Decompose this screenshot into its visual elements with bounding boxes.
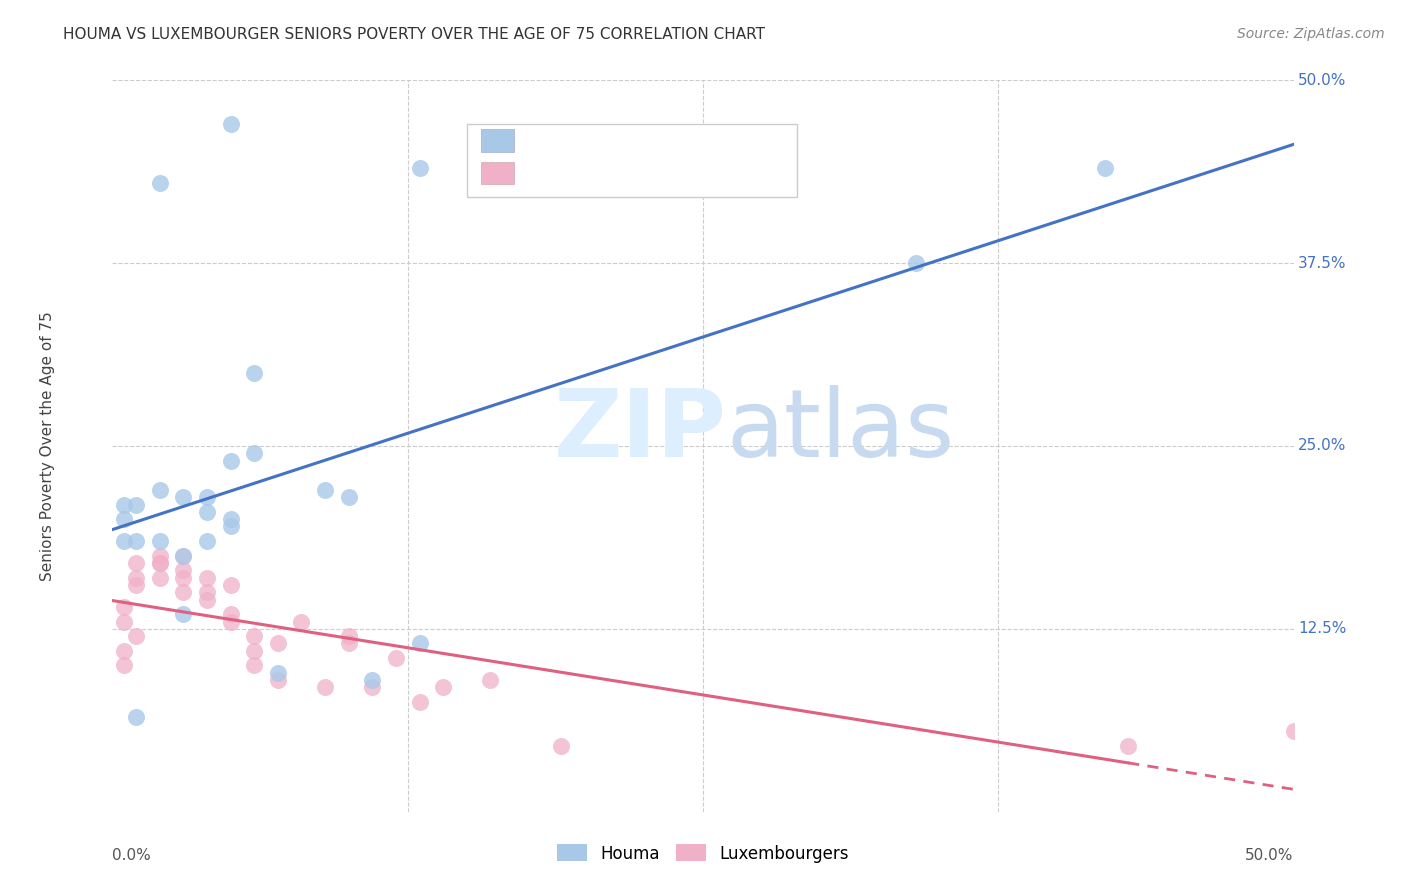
Point	[219, 607, 242, 622]
Text: R = -0.357   N = 39: R = -0.357 N = 39	[531, 162, 695, 181]
Point	[219, 512, 242, 526]
Point	[243, 366, 266, 380]
Point	[112, 512, 135, 526]
Point	[243, 658, 266, 673]
Point	[408, 636, 430, 650]
FancyBboxPatch shape	[481, 129, 515, 152]
Point	[361, 673, 384, 687]
Point	[125, 629, 148, 643]
Point	[112, 658, 135, 673]
Point	[172, 607, 194, 622]
Point	[172, 563, 194, 577]
Point	[112, 599, 135, 614]
Point	[337, 636, 360, 650]
Point	[125, 556, 148, 570]
Point	[219, 519, 242, 533]
Point	[408, 695, 430, 709]
Point	[550, 739, 572, 753]
Point	[267, 673, 290, 687]
Text: Source: ZipAtlas.com: Source: ZipAtlas.com	[1237, 27, 1385, 41]
Point	[243, 446, 266, 460]
Point	[112, 615, 135, 629]
Point	[195, 490, 218, 504]
Point	[195, 592, 218, 607]
Text: -0.357: -0.357	[576, 162, 630, 181]
Point	[125, 578, 148, 592]
Point	[112, 534, 135, 549]
Point	[267, 665, 290, 680]
Point	[172, 549, 194, 563]
Point	[172, 549, 194, 563]
Point	[337, 490, 360, 504]
Point	[432, 681, 454, 695]
Text: 50.0%: 50.0%	[1298, 73, 1347, 87]
Point	[125, 709, 148, 723]
Text: Seniors Poverty Over the Age of 75: Seniors Poverty Over the Age of 75	[39, 311, 55, 581]
Point	[219, 453, 242, 467]
Point	[267, 636, 290, 650]
Point	[149, 571, 172, 585]
Text: 0.487: 0.487	[576, 131, 624, 149]
Point	[149, 176, 172, 190]
Text: HOUMA VS LUXEMBOURGER SENIORS POVERTY OVER THE AGE OF 75 CORRELATION CHART: HOUMA VS LUXEMBOURGER SENIORS POVERTY OV…	[63, 27, 765, 42]
Point	[149, 556, 172, 570]
Text: ZIP: ZIP	[554, 385, 727, 477]
Point	[112, 498, 135, 512]
Text: 0.0%: 0.0%	[112, 848, 152, 863]
FancyBboxPatch shape	[467, 124, 797, 197]
Point	[149, 556, 172, 570]
Point	[1116, 739, 1139, 753]
Text: 25.0%: 25.0%	[1298, 439, 1347, 453]
Point	[314, 483, 336, 497]
Point	[479, 673, 502, 687]
Point	[290, 615, 312, 629]
Point	[219, 578, 242, 592]
Point	[219, 117, 242, 131]
Point	[195, 505, 218, 519]
Point	[125, 571, 148, 585]
Point	[195, 534, 218, 549]
Point	[1282, 724, 1305, 739]
Point	[149, 534, 172, 549]
Text: 50.0%: 50.0%	[1246, 848, 1294, 863]
Text: R =  0.487   N = 29: R = 0.487 N = 29	[531, 131, 695, 149]
Text: 39: 39	[668, 162, 689, 181]
Text: 12.5%: 12.5%	[1298, 622, 1347, 636]
FancyBboxPatch shape	[481, 161, 515, 184]
Point	[125, 534, 148, 549]
Point	[243, 629, 266, 643]
Point	[172, 490, 194, 504]
Point	[385, 651, 408, 665]
Point	[125, 498, 148, 512]
Point	[149, 549, 172, 563]
Point	[243, 644, 266, 658]
Point	[361, 681, 384, 695]
Point	[112, 644, 135, 658]
Point	[337, 629, 360, 643]
Point	[408, 161, 430, 175]
Point	[904, 256, 927, 270]
Point	[172, 585, 194, 599]
Point	[172, 571, 194, 585]
Text: 29: 29	[668, 131, 689, 149]
Text: atlas: atlas	[727, 385, 955, 477]
Text: 37.5%: 37.5%	[1298, 256, 1347, 270]
Point	[1094, 161, 1116, 175]
Point	[149, 483, 172, 497]
Point	[219, 615, 242, 629]
Point	[195, 585, 218, 599]
Point	[195, 571, 218, 585]
Legend: Houma, Luxembourgers: Houma, Luxembourgers	[550, 838, 856, 869]
Point	[314, 681, 336, 695]
